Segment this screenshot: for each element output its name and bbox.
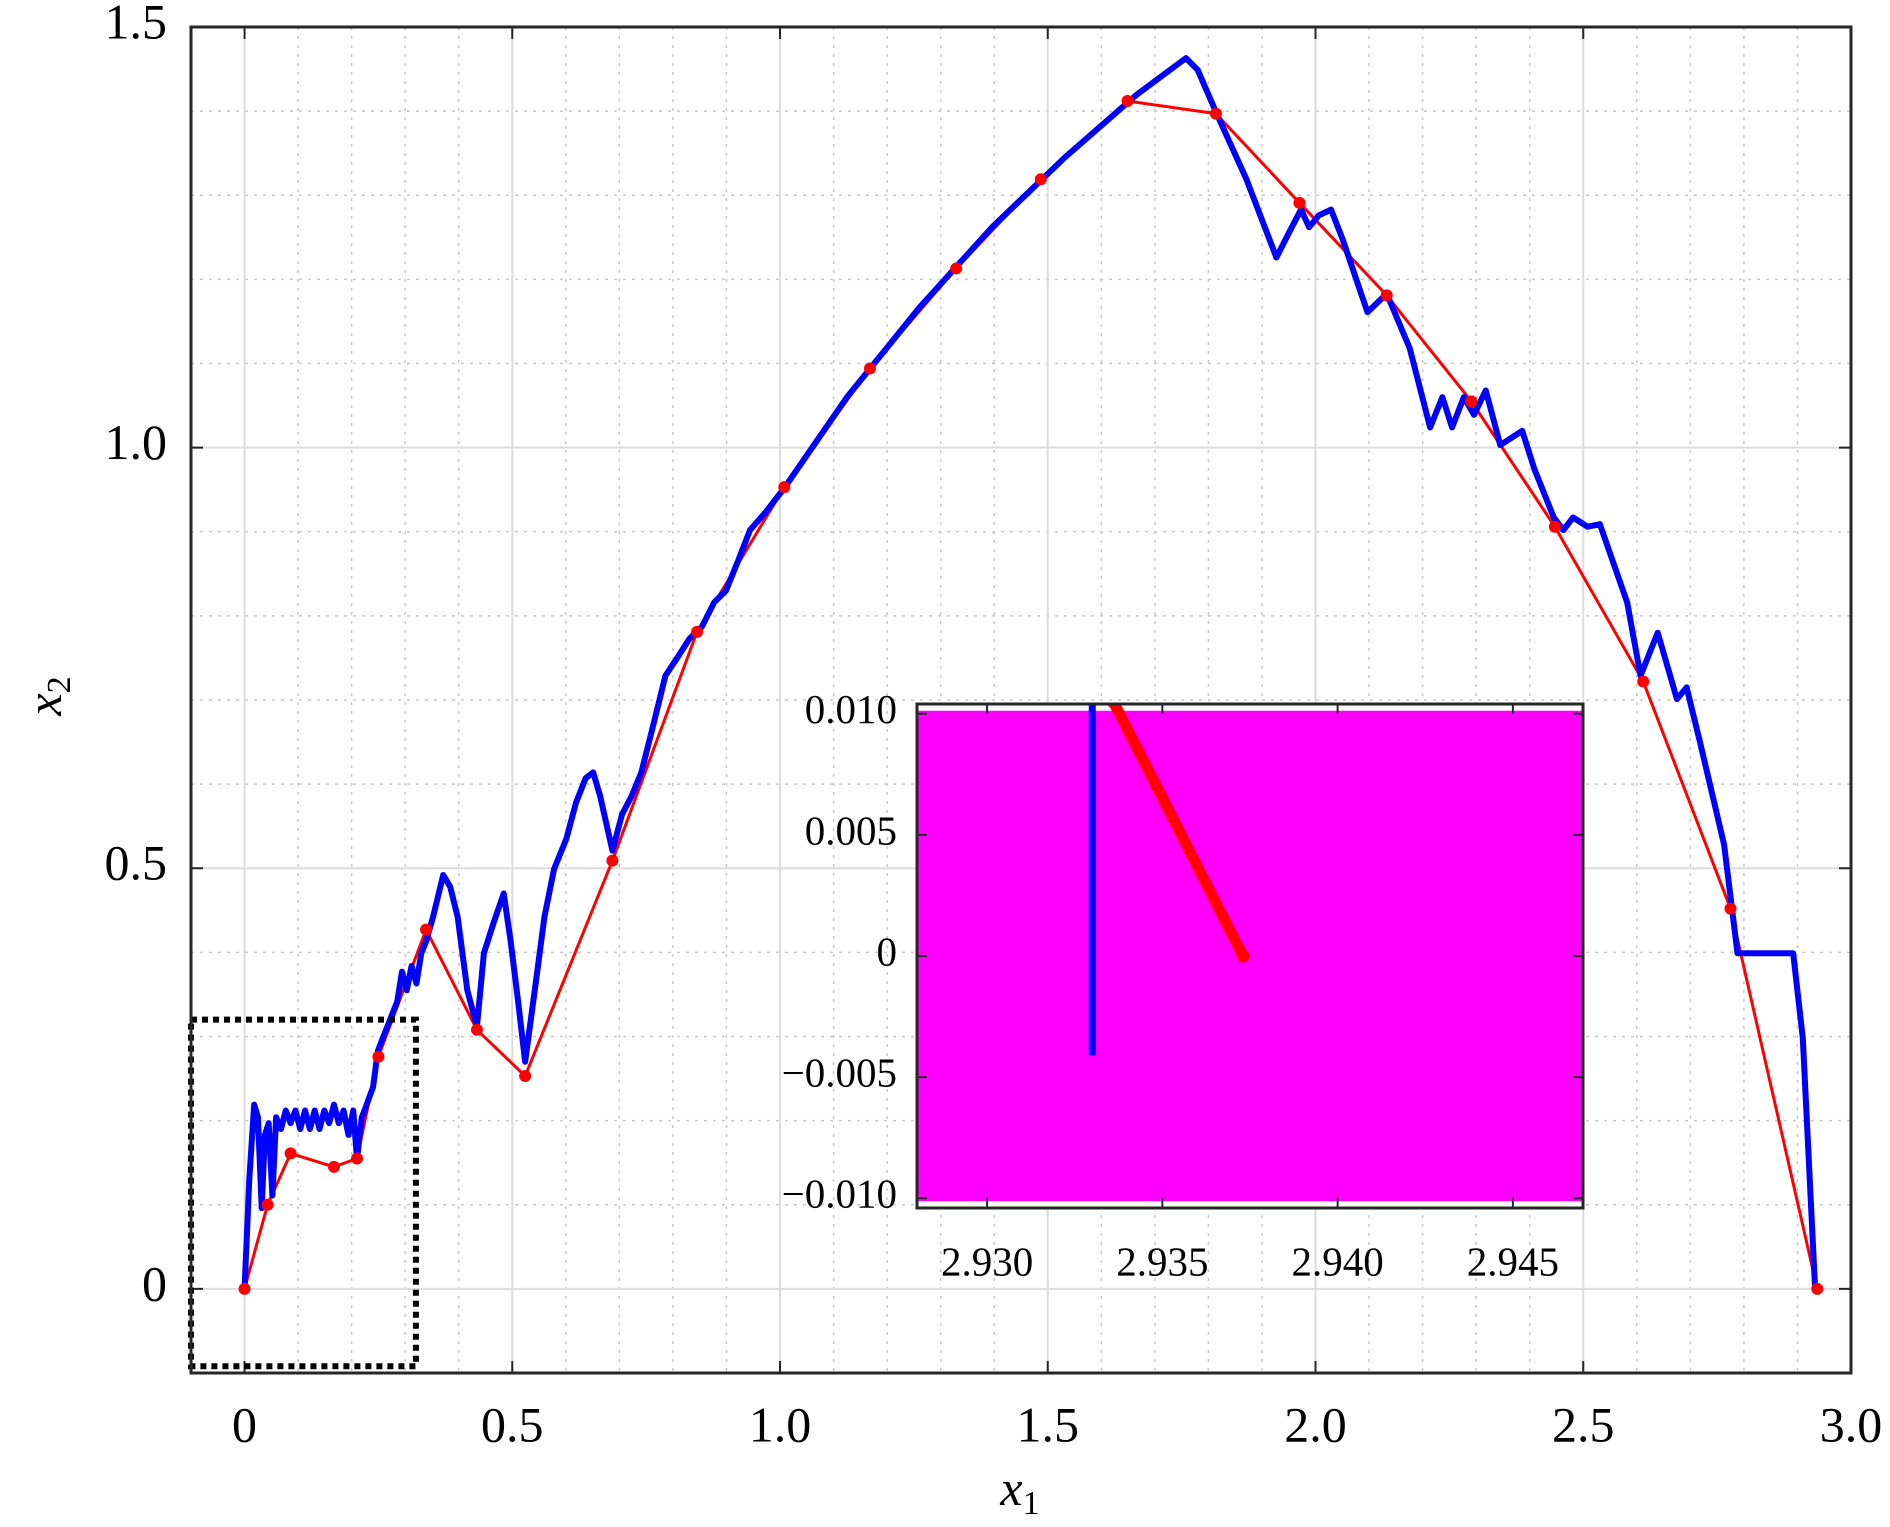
- point-marker: [372, 1050, 385, 1063]
- x-tick-label: 2.945: [1467, 1238, 1559, 1284]
- point-marker: [1034, 173, 1047, 186]
- x-tick-label: 1.0: [749, 1396, 812, 1452]
- series-line: [241, 55, 1819, 1290]
- y-tick-label: 0: [877, 928, 898, 974]
- y-tick-label: 0.010: [805, 686, 897, 732]
- y-tick-label: 1.0: [105, 414, 168, 470]
- axes-frame: [915, 702, 1585, 1210]
- x-label-base: x: [999, 1460, 1022, 1516]
- point-marker: [606, 854, 619, 867]
- point-marker: [778, 481, 791, 494]
- y-tick-label: 1.5: [105, 0, 168, 49]
- axes-frame: [189, 25, 1853, 1375]
- x-tick-label: 2.935: [1116, 1238, 1208, 1284]
- point-marker: [950, 262, 963, 275]
- point-marker: [1724, 902, 1737, 915]
- point-marker: [351, 1152, 363, 1165]
- point-marker: [1380, 289, 1393, 302]
- point-marker: [1209, 107, 1222, 120]
- point-marker: [1121, 95, 1134, 108]
- point-marker: [327, 1160, 340, 1173]
- region: [917, 713, 1583, 1199]
- point-marker: [691, 625, 704, 638]
- y-tick-label: −0.010: [782, 1171, 897, 1217]
- x-tick-label: 1.5: [1017, 1396, 1080, 1452]
- x-tick-label: 0: [232, 1396, 257, 1452]
- x-axis-label: x1: [999, 1460, 1039, 1521]
- point-marker: [863, 362, 876, 375]
- point-marker: [1236, 949, 1250, 963]
- x-tick-label: 2.5: [1552, 1396, 1615, 1452]
- x-tick-label: 2.0: [1284, 1396, 1347, 1452]
- point-marker: [1293, 196, 1306, 209]
- y-label-base: x: [16, 693, 72, 716]
- point-marker: [420, 923, 433, 936]
- point-marker: [1811, 1282, 1824, 1295]
- point-marker: [470, 1023, 483, 1036]
- point-marker: [1548, 520, 1561, 533]
- y-tick-label: 0: [142, 1255, 167, 1311]
- x-label-sub: 1: [1023, 1485, 1040, 1522]
- point-marker: [1637, 675, 1650, 688]
- y-tick-label: −0.005: [782, 1050, 897, 1096]
- y-tick-label: 0.005: [805, 807, 897, 853]
- x-tick-label: 3.0: [1820, 1396, 1883, 1452]
- point-marker: [238, 1282, 251, 1295]
- plot-area: [917, 704, 1583, 1202]
- x-tick-label: 2.930: [941, 1238, 1033, 1284]
- point-marker: [261, 1198, 274, 1211]
- x-tick-label: 2.940: [1292, 1238, 1384, 1284]
- y-label-sub: 2: [41, 676, 78, 693]
- point-marker: [519, 1070, 532, 1083]
- x-tick-label: 0.5: [481, 1396, 544, 1452]
- point-marker: [284, 1147, 297, 1160]
- y-axis-label: x2: [16, 676, 77, 716]
- series-line: [1108, 704, 1248, 959]
- y-tick-label: 0.5: [105, 835, 168, 891]
- point-marker: [1465, 395, 1478, 408]
